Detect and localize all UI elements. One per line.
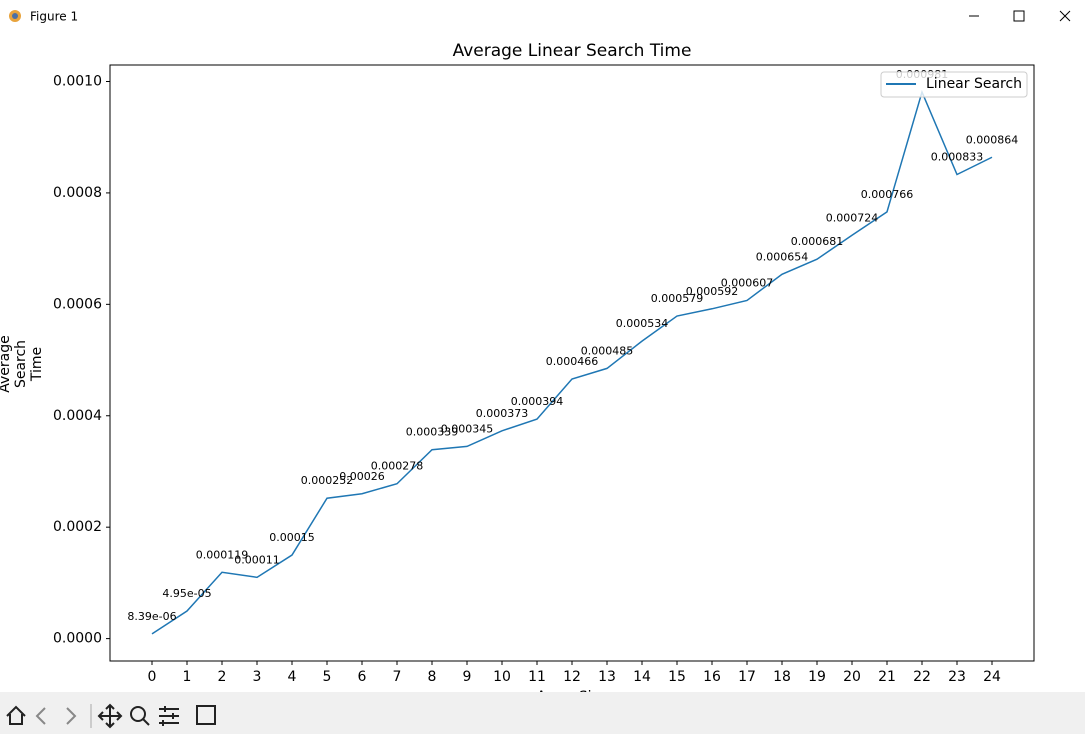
save-button[interactable] — [196, 705, 216, 725]
x-tick-label: 8 — [428, 669, 437, 685]
x-tick-label: 2 — [218, 669, 227, 685]
value-label: 0.00026 — [339, 470, 385, 483]
x-tick-label: 4 — [288, 669, 297, 685]
y-tick-label: 0.0010 — [53, 73, 102, 89]
data-line — [151, 89, 993, 635]
value-label: 0.000466 — [546, 355, 599, 368]
x-tick-label: 11 — [528, 669, 546, 685]
value-label: 0.000607 — [721, 276, 774, 289]
toolbar — [0, 692, 1085, 734]
x-tick-label: 15 — [668, 669, 686, 685]
forward-button[interactable] — [66, 707, 77, 725]
app-icon — [9, 10, 21, 22]
x-tick-label: 5 — [323, 669, 332, 685]
legend-label: Linear Search — [926, 76, 1022, 92]
value-label: 0.000833 — [931, 151, 984, 164]
value-label: 0.000339 — [406, 426, 459, 439]
x-tick-label: 10 — [493, 669, 511, 685]
y-tick-label: 0.0002 — [53, 519, 102, 535]
pan-button[interactable] — [97, 703, 123, 729]
title-bar — [0, 0, 1085, 32]
x-tick-label: 21 — [878, 669, 896, 685]
value-label: 0.000485 — [581, 344, 634, 357]
maximize-button[interactable] — [1013, 10, 1025, 22]
x-tick-label: 16 — [703, 669, 721, 685]
x-tick-label: 22 — [913, 669, 931, 685]
y-tick-label: 0.0008 — [53, 185, 102, 201]
value-label: 0.00015 — [269, 531, 315, 544]
value-label: 0.000681 — [791, 235, 844, 248]
value-label: 0.000278 — [371, 460, 424, 473]
value-label: 0.000534 — [616, 317, 669, 330]
x-tick-label: 0 — [148, 669, 157, 685]
x-tick-label: 20 — [843, 669, 861, 685]
x-tick-label: 17 — [738, 669, 756, 685]
back-button[interactable] — [35, 707, 46, 725]
y-tick-label: 0.0004 — [53, 408, 102, 424]
value-label: 0.000119 — [196, 548, 249, 561]
value-label: 4.95e-05 — [162, 587, 211, 600]
value-label: 0.000592 — [686, 285, 739, 298]
chart-title: Average Linear Search Time — [453, 41, 692, 61]
value-label: 0.000654 — [756, 250, 809, 263]
value-label: 8.39e-06 — [127, 610, 176, 623]
close-button[interactable] — [1059, 10, 1071, 22]
x-tick-label: 18 — [773, 669, 791, 685]
value-label: 0.000345 — [441, 422, 494, 435]
value-label: 0.000373 — [476, 407, 529, 420]
value-label: 0.00011 — [234, 553, 280, 566]
x-tick-label: 19 — [808, 669, 826, 685]
value-label: 0.000394 — [511, 395, 564, 408]
value-label: 0.000766 — [861, 188, 914, 201]
value-label: 0.000579 — [651, 292, 704, 305]
window-title: Figure 1 — [30, 10, 78, 24]
x-tick-label: 12 — [563, 669, 581, 685]
x-tick-label: 13 — [598, 669, 616, 685]
x-tick-label: 1 — [183, 669, 192, 685]
legend-box — [880, 71, 1028, 98]
x-tick-label: 7 — [393, 669, 402, 685]
y-axis-label: AverageSearchTime — [0, 335, 45, 393]
value-label: 0.000252 — [301, 474, 354, 487]
home-button[interactable] — [6, 705, 26, 725]
x-tick-label: 23 — [948, 669, 966, 685]
value-label: 0.000724 — [826, 211, 879, 224]
x-tick-label: 3 — [253, 669, 262, 685]
x-tick-label: 24 — [983, 669, 1001, 685]
y-tick-label: 0.0000 — [53, 631, 102, 647]
zoom-button[interactable] — [130, 706, 150, 726]
x-tick-label: 9 — [463, 669, 472, 685]
x-tick-label: 14 — [633, 669, 651, 685]
plot: Average Linear Search TimeArray SizeAver… — [0, 41, 1035, 705]
x-tick-label: 6 — [358, 669, 367, 685]
value-label: 0.000864 — [966, 133, 1019, 146]
configure-button[interactable] — [159, 706, 179, 726]
y-tick-label: 0.0006 — [53, 296, 102, 312]
